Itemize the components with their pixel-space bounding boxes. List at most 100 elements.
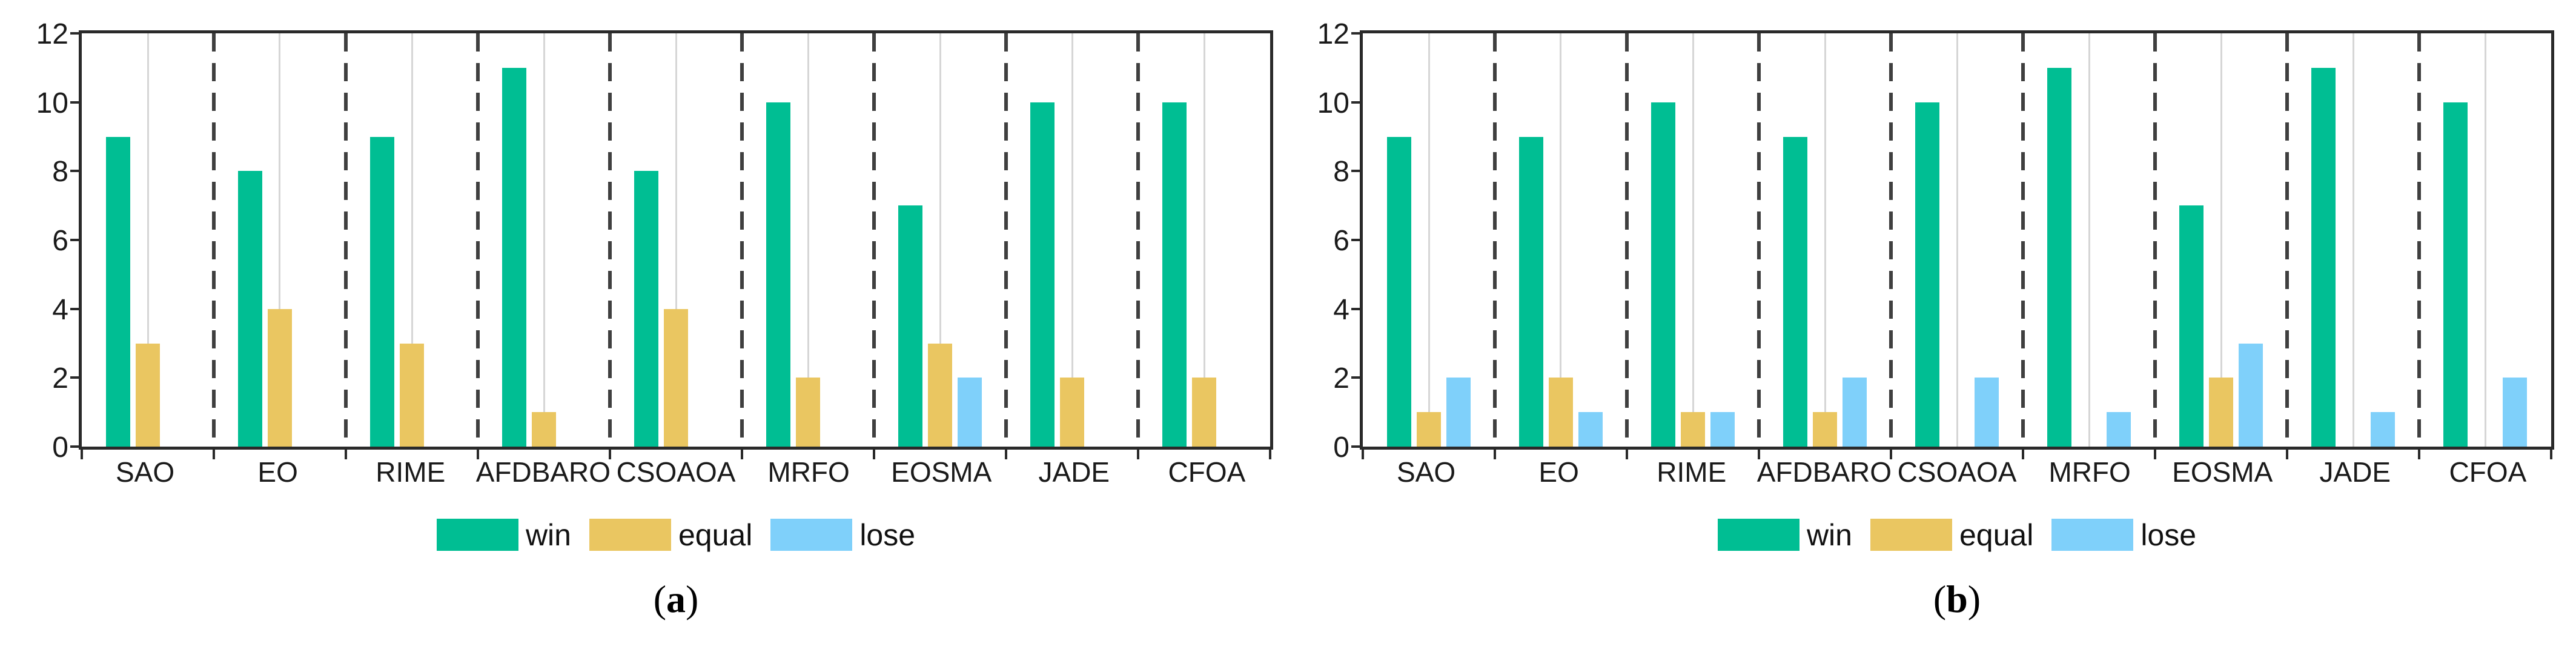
bar-equal: [664, 308, 688, 447]
category-gridline: [279, 33, 281, 447]
x-tick-mark: [1890, 450, 1892, 459]
legend-b: win equal lose: [1360, 519, 2554, 551]
legend-item-lose: lose: [2051, 519, 2196, 551]
x-tick-mark: [1494, 450, 1496, 459]
x-axis-label: CSOAOA: [616, 456, 736, 488]
bar-win: [1162, 102, 1187, 447]
y-axis-tick-label: 10: [36, 87, 68, 119]
bar-win: [1651, 102, 1675, 447]
y-tick-mark: [70, 170, 79, 173]
x-axis-label: CFOA: [1168, 456, 1246, 488]
x-axis-label: MRFO: [767, 456, 850, 488]
category-gridline: [2088, 33, 2090, 447]
x-tick-mark: [741, 450, 743, 459]
x-axis-label: SAO: [115, 456, 175, 488]
legend-label-lose: lose: [2141, 518, 2197, 552]
bar-win: [1915, 102, 1939, 447]
x-tick-mark: [81, 450, 83, 459]
legend-item-equal: equal: [1870, 519, 2033, 551]
category-gridline: [1203, 33, 1205, 447]
caption-text: b: [1946, 577, 1968, 621]
bar-lose: [1578, 412, 1603, 447]
caption-text: ): [686, 577, 699, 621]
group-separator-line: [872, 33, 876, 447]
bar-equal: [1681, 412, 1705, 447]
bar-win: [1386, 136, 1411, 447]
bar-win: [1783, 136, 1807, 447]
x-tick-mark: [1005, 450, 1007, 459]
bar-lose: [1975, 378, 1999, 447]
legend-label-win: win: [525, 518, 571, 552]
y-axis-tick-label: 12: [36, 18, 68, 50]
group-separator-line: [2153, 33, 2157, 447]
bar-equal: [135, 343, 160, 447]
legend-item-win: win: [436, 518, 571, 552]
y-axis-tick-label: 4: [1333, 293, 1349, 326]
category-gridline: [1956, 33, 1958, 447]
category-gridline: [2220, 33, 2222, 447]
x-axis-labels-b: SAO EO RIME AFDBARO CSOAOA MRFO EOSMA JADE CFOA: [1360, 458, 2554, 494]
chart-panel-b: 0 2 4 6 8 10 12 SAO EO RIME AFDBARO CSOAOA MRFO EOSM…: [1288, 0, 2576, 649]
caption-b: (b): [1360, 577, 2554, 622]
group-separator-line: [212, 33, 216, 447]
group-separator-line: [475, 33, 480, 447]
group-separator-line: [1757, 33, 1761, 447]
bar-equal: [1548, 378, 1573, 447]
group-separator-line: [1136, 33, 1140, 447]
legend-item-equal: equal: [589, 519, 752, 551]
legend-swatch-win: [1717, 519, 1800, 551]
group-separator-line: [1004, 33, 1008, 447]
bar-equal: [796, 378, 820, 447]
x-axis-label: MRFO: [2048, 456, 2131, 488]
legend-label-equal: equal: [1959, 518, 2034, 552]
group-separator-line: [344, 33, 348, 447]
bar-win: [105, 136, 130, 447]
caption-text: ): [1967, 577, 1981, 621]
category-gridline: [1824, 33, 1826, 447]
category-gridline: [147, 33, 149, 447]
x-tick-mark: [1362, 450, 1364, 459]
group-separator-line: [608, 33, 612, 447]
bar-lose: [2107, 412, 2131, 447]
y-axis-tick-label: 4: [52, 293, 68, 326]
group-separator-line: [1889, 33, 1893, 447]
bar-win: [1030, 102, 1055, 447]
bar-equal: [1060, 378, 1084, 447]
y-axis-tick-label: 12: [1317, 18, 1349, 50]
x-tick-mark: [2022, 450, 2024, 459]
x-tick-mark: [1757, 450, 1760, 459]
group-separator-line: [2417, 33, 2421, 447]
category-gridline: [543, 33, 545, 447]
x-axis-label: RIME: [376, 456, 446, 488]
legend-swatch-win: [436, 519, 518, 551]
category-gridline: [675, 33, 677, 447]
x-tick-mark: [609, 450, 611, 459]
y-axis-tick-label: 6: [1333, 225, 1349, 257]
bar-win: [370, 136, 394, 447]
bar-win: [2179, 205, 2204, 447]
legend-label-lose: lose: [859, 518, 916, 552]
bar-win: [502, 67, 526, 447]
bar-equal: [928, 343, 952, 447]
y-tick-mark: [70, 32, 79, 35]
y-tick-mark: [1351, 101, 1360, 104]
x-tick-mark: [345, 450, 347, 459]
bar-win: [1518, 136, 1543, 447]
x-axis-labels-a: SAO EO RIME AFDBARO CSOAOA MRFO EOSMA JADE CFOA: [79, 458, 1273, 494]
x-tick-mark: [2286, 450, 2288, 459]
category-gridline: [1560, 33, 1562, 447]
chart-panel-a: 0 2 4 6 8 10 12 SAO EO RIME AFDBARO CSOAOA MRFO EOSM…: [36, 18, 1273, 621]
x-axis-label: JADE: [1038, 456, 1110, 488]
x-tick-mark: [2550, 450, 2552, 459]
x-axis-label: JADE: [2319, 456, 2391, 488]
caption-text: (: [653, 577, 666, 621]
x-axis-label: EO: [1538, 456, 1579, 488]
category-gridline: [411, 33, 413, 447]
x-tick-mark: [2153, 450, 2156, 459]
x-tick-mark: [1626, 450, 1628, 459]
y-axis-tick-label: 6: [52, 225, 68, 257]
x-axis-label: EOSMA: [891, 456, 992, 488]
category-gridline: [1428, 33, 1430, 447]
x-tick-mark: [2418, 450, 2420, 459]
y-axis-tick-label: 0: [1333, 431, 1349, 464]
